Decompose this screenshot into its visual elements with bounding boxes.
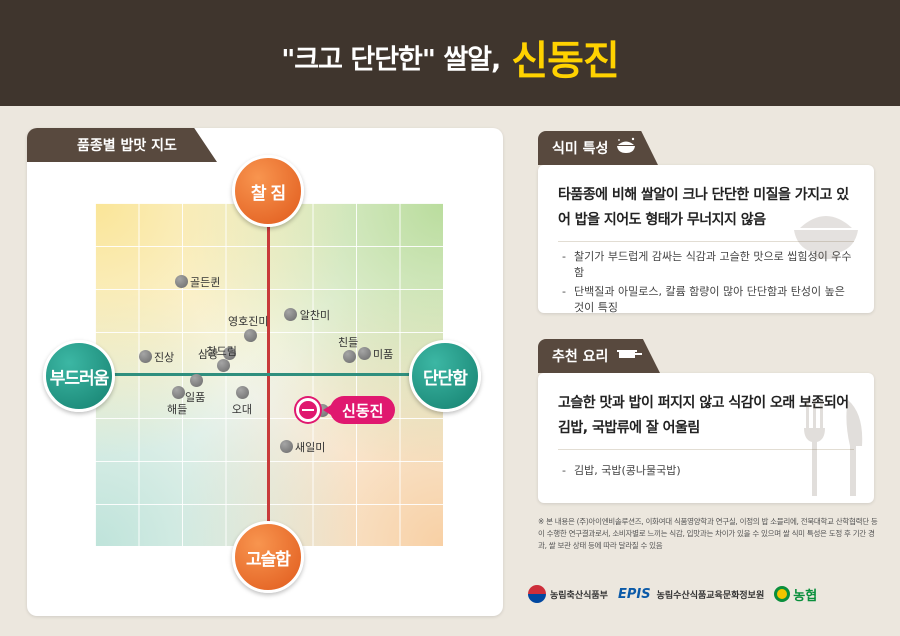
taste-bullet: 찰기가 부드럽게 감싸는 식감과 고슬한 맛으로 씹힘성이 우수함 <box>562 249 858 281</box>
mafra-name: 농림축산식품부 <box>550 590 608 601</box>
taste-divider <box>558 241 854 242</box>
recipe-tab-label: 추천 요리 <box>552 349 609 365</box>
axis-label-right: 단단함 <box>409 340 481 412</box>
pot-icon <box>616 347 643 365</box>
variety-point <box>138 349 152 363</box>
taste-main-text: 타품종에 비해 쌀알이 크나 단단한 미질을 가지고 있어 밥을 지어도 형태가… <box>558 187 849 228</box>
variety-label: 오대 <box>231 403 253 416</box>
recipe-tab: 추천 요리 <box>538 339 660 373</box>
mafra-logo: 농림축산식품부 <box>528 585 608 603</box>
bowl-decoration-icon <box>794 216 858 259</box>
axis-label-bottom: 고슬함 <box>232 521 304 593</box>
variety-label: 알찬미 <box>299 309 331 322</box>
variety-point <box>174 274 188 288</box>
variety-point <box>243 328 257 342</box>
highlight-variety-dot <box>296 398 320 422</box>
taste-map-tab: 품종별 밥맛 지도 <box>27 128 217 162</box>
taste-tab-label: 식미 특성 <box>552 141 609 157</box>
taeguk-icon <box>528 585 546 603</box>
axis-label-left: 부드러움 <box>43 340 115 412</box>
variety-point <box>284 307 298 321</box>
hardness-axis <box>90 373 450 376</box>
title-brand: 신동진 <box>511 38 619 84</box>
variety-label: 해들 <box>167 403 188 416</box>
recipe-main-text: 고슬한 맛과 밥이 퍼지지 않고 식감이 오래 보존되어 김밥, 국밥류에 잘 … <box>558 395 849 436</box>
title-prefix: "크고 단단한" 쌀알, <box>281 44 501 76</box>
variety-label: 새일미 <box>295 441 326 454</box>
nh-mark-icon <box>774 586 791 602</box>
variety-point <box>216 358 230 372</box>
variety-point <box>357 346 371 360</box>
variety-label: 삼광 <box>198 348 219 361</box>
variety-label: 영호진미 <box>228 315 269 328</box>
taste-bullet: 단백질과 아밀로스, 칼륨 함량이 많아 단단함과 탄성이 높은 것이 특징 <box>562 284 858 316</box>
footnote: ※ 본 내용은 (주)아이엔비솔루션즈, 이화여대 식품영양학과 연구실, 이정… <box>538 517 878 550</box>
recipe-card: 고슬한 맛과 밥이 퍼지지 않고 식감이 오래 보존되어 김밥, 국밥류에 잘 … <box>538 373 874 503</box>
utensil-decoration-icon <box>804 400 863 496</box>
nh-logo: 농협 <box>774 585 817 604</box>
page-title: "크고 단단한" 쌀알, 신동진 <box>0 28 900 86</box>
variety-point <box>171 385 185 399</box>
header-band <box>0 0 900 106</box>
highlight-variety-label: 신동진 <box>322 396 396 424</box>
stickiness-axis <box>267 185 270 545</box>
variety-point <box>342 349 356 363</box>
recipe-divider <box>558 449 854 450</box>
rice-bowl-icon <box>616 137 636 159</box>
variety-point <box>279 439 293 453</box>
variety-label: 미품 <box>373 348 394 361</box>
taste-tab: 식미 특성 <box>538 131 658 165</box>
variety-label: 참드림 <box>206 345 237 358</box>
variety-point <box>236 385 250 399</box>
logo-bar: 농림축산식품부 EPIS 농림수산식품교육문화정보원 농협 <box>528 582 888 606</box>
variety-label: 골든퀸 <box>190 276 221 289</box>
taste-card: 타품종에 비해 쌀알이 크나 단단한 미질을 가지고 있어 밥을 지어도 형태가… <box>538 165 874 314</box>
variety-label: 친들 <box>338 336 359 349</box>
taste-bullets: 찰기가 부드럽게 감싸는 식감과 고슬한 맛으로 씹힘성이 우수함 단백질과 아… <box>562 249 858 319</box>
axis-label-top: 찰 짐 <box>232 155 304 227</box>
epis-logo: EPIS <box>617 586 651 602</box>
variety-label: 일품 <box>185 391 206 404</box>
recipe-bullets: 김밥, 국밥(콩나물국밥) <box>562 463 858 482</box>
variety-point <box>222 346 236 360</box>
epis-name: 농림수산식품교육문화정보원 <box>656 590 765 601</box>
nh-name: 농협 <box>793 588 818 604</box>
variety-label: 진상 <box>154 351 175 364</box>
variety-point <box>189 373 203 387</box>
recipe-bullet: 김밥, 국밥(콩나물국밥) <box>562 463 858 479</box>
